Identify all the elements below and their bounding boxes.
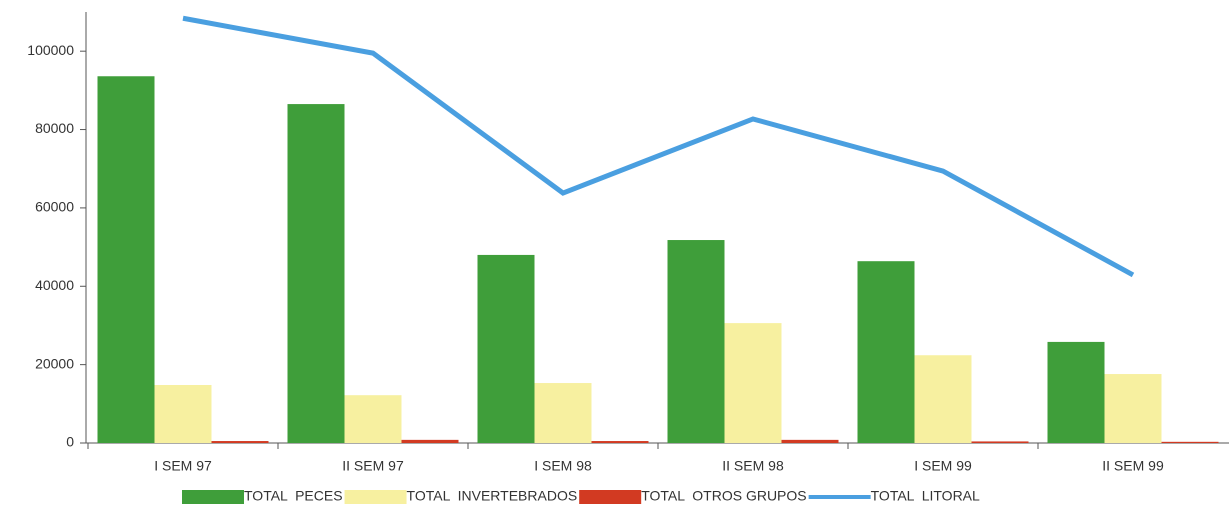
x-tick-label: I SEM 99 [914,458,972,474]
bar [591,441,649,443]
bar [781,439,839,443]
bar [667,240,725,443]
bar [1104,374,1162,443]
legend-swatch [579,490,642,504]
legend-swatch [344,490,407,504]
x-tick-label: II SEM 97 [342,458,404,474]
legend-label: TOTAL PECES [244,488,343,504]
bar [914,355,972,443]
y-tick-label: 0 [66,434,74,450]
x-tick-label: II SEM 99 [1102,458,1164,474]
x-tick-label: I SEM 98 [534,458,592,474]
bar [724,323,782,443]
bar [344,395,402,443]
bar [287,104,345,443]
y-tick-label: 60000 [35,199,74,215]
y-tick-label: 80000 [35,120,74,136]
bar [211,441,269,443]
y-tick-label: 20000 [35,355,74,371]
bar [401,439,459,443]
line [182,15,1135,278]
x-tick-label: I SEM 97 [154,458,212,474]
bar [534,383,592,443]
y-tick-label: 40000 [35,277,74,293]
bar [857,261,915,443]
y-tick-label: 100000 [27,42,74,58]
legend-label: TOTAL INVERTEBRADOS [407,488,578,504]
legend-label: TOTAL OTROS GRUPOS [641,488,806,504]
bar [1047,341,1105,443]
legend-swatch [182,490,244,504]
bar [477,254,535,443]
x-tick-label: II SEM 98 [722,458,784,474]
bar [97,76,155,443]
bar [971,441,1029,443]
legend-label: TOTAL LITORAL [871,488,980,504]
bar [154,385,212,443]
bar [1161,441,1219,443]
